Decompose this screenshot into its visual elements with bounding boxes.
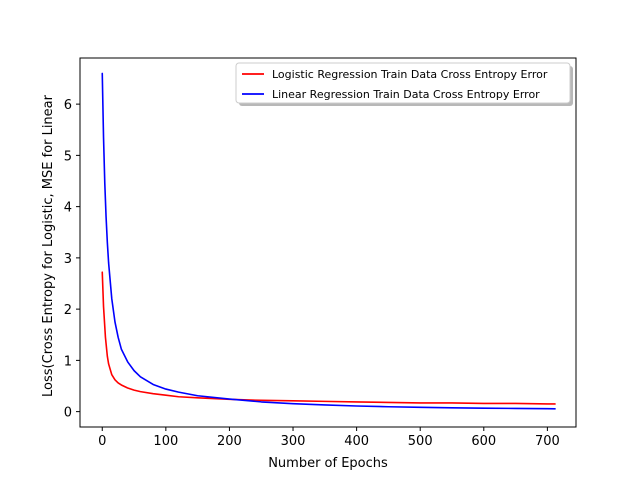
x-tick-label: 200 bbox=[217, 434, 242, 449]
legend: Logistic Regression Train Data Cross Ent… bbox=[235, 62, 573, 106]
legend-label: Linear Regression Train Data Cross Entro… bbox=[272, 88, 540, 101]
series-line-1 bbox=[101, 72, 556, 410]
axes-layer: 0 100 200 300 400 500 600 700 0 1 2 3 4 5 6 bbox=[64, 57, 577, 449]
series-line-0 bbox=[101, 271, 556, 405]
series-layer bbox=[101, 72, 556, 410]
axes-frame bbox=[79, 57, 577, 428]
y-tick-label: 4 bbox=[64, 201, 72, 216]
y-tick-label: 2 bbox=[64, 303, 72, 318]
y-tick-label: 6 bbox=[64, 98, 72, 113]
x-tick-label: 400 bbox=[344, 434, 369, 449]
y-tick-label: 3 bbox=[64, 252, 72, 267]
legend-label: Logistic Regression Train Data Cross Ent… bbox=[272, 68, 548, 81]
y-tick-label: 1 bbox=[64, 354, 72, 369]
y-axis-label: Loss(Cross Entropy for Logistic, MSE for… bbox=[41, 94, 56, 397]
y-tick-label: 0 bbox=[64, 406, 72, 421]
x-tick-label: 700 bbox=[535, 434, 560, 449]
x-tick-label: 500 bbox=[408, 434, 433, 449]
x-tick-label: 300 bbox=[281, 434, 306, 449]
legend-box bbox=[235, 62, 571, 104]
y-tick-label: 5 bbox=[64, 149, 72, 164]
plot-area bbox=[80, 58, 576, 427]
plot-frame-fill bbox=[80, 58, 576, 427]
x-tick-label: 100 bbox=[153, 434, 178, 449]
x-tick-label: 600 bbox=[471, 434, 496, 449]
x-tick-label: 0 bbox=[98, 434, 106, 449]
x-axis-label: Number of Epochs bbox=[268, 456, 388, 471]
